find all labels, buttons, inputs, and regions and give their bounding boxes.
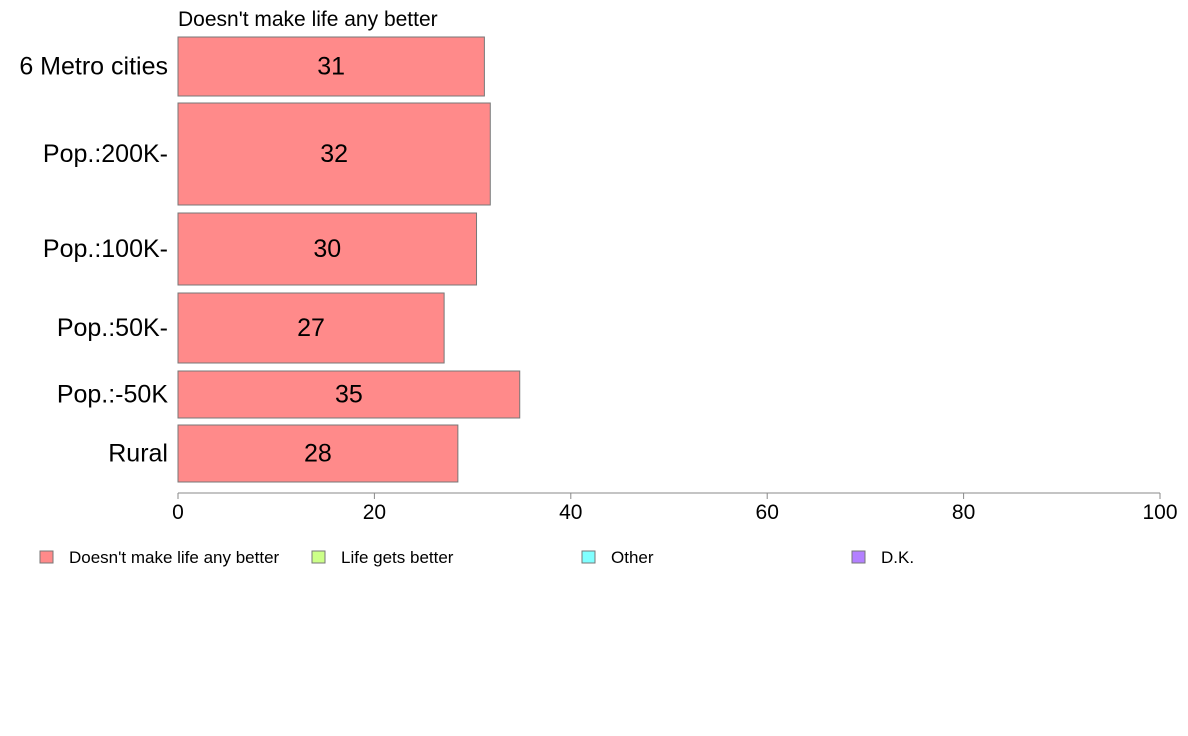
category-label: 6 Metro cities — [19, 53, 168, 81]
x-tick-label: 40 — [559, 501, 582, 524]
category-label: Pop.:50K- — [57, 314, 168, 342]
bar — [177, 292, 445, 364]
x-tick-label: 80 — [952, 501, 975, 524]
bar — [177, 102, 491, 206]
category-label: Pop.:-50K — [57, 381, 169, 409]
category-label: Pop.:100K- — [43, 235, 168, 263]
bar — [177, 370, 521, 419]
bar-value-label: 27 — [297, 314, 325, 342]
x-tick-label: 100 — [1142, 501, 1177, 524]
legend-swatch — [851, 550, 866, 564]
x-axis: 0 20 40 60 80 100 — [172, 492, 1178, 524]
legend: Doesn't make life any better Life gets be… — [39, 548, 914, 567]
x-tick-label: 0 — [172, 501, 184, 524]
bar — [177, 212, 478, 286]
bar-value-label: 35 — [335, 381, 363, 409]
legend-swatch — [311, 550, 326, 564]
category-label: Rural — [108, 440, 168, 468]
x-tick-label: 60 — [756, 501, 779, 524]
bar-group: 31 6 Metro cities 32 Pop.:200K- 30 Pop.:100K-… — [19, 36, 521, 483]
bar-value-label: 32 — [320, 140, 348, 168]
bar-value-label: 31 — [317, 53, 345, 81]
chart-title: Doesn't make life any better — [178, 8, 438, 31]
bar — [177, 424, 459, 483]
category-label: Pop.:200K- — [43, 140, 168, 168]
legend-label: Life gets better — [341, 548, 454, 567]
bar — [177, 36, 485, 97]
bar-value-label: 28 — [304, 440, 332, 468]
bar-value-label: 30 — [313, 235, 341, 263]
legend-label: D.K. — [881, 548, 914, 567]
legend-label: Other — [611, 548, 654, 567]
x-tick-label: 20 — [363, 501, 386, 524]
legend-swatch — [39, 550, 54, 564]
legend-swatch — [581, 550, 596, 564]
legend-label: Doesn't make life any better — [69, 548, 280, 567]
